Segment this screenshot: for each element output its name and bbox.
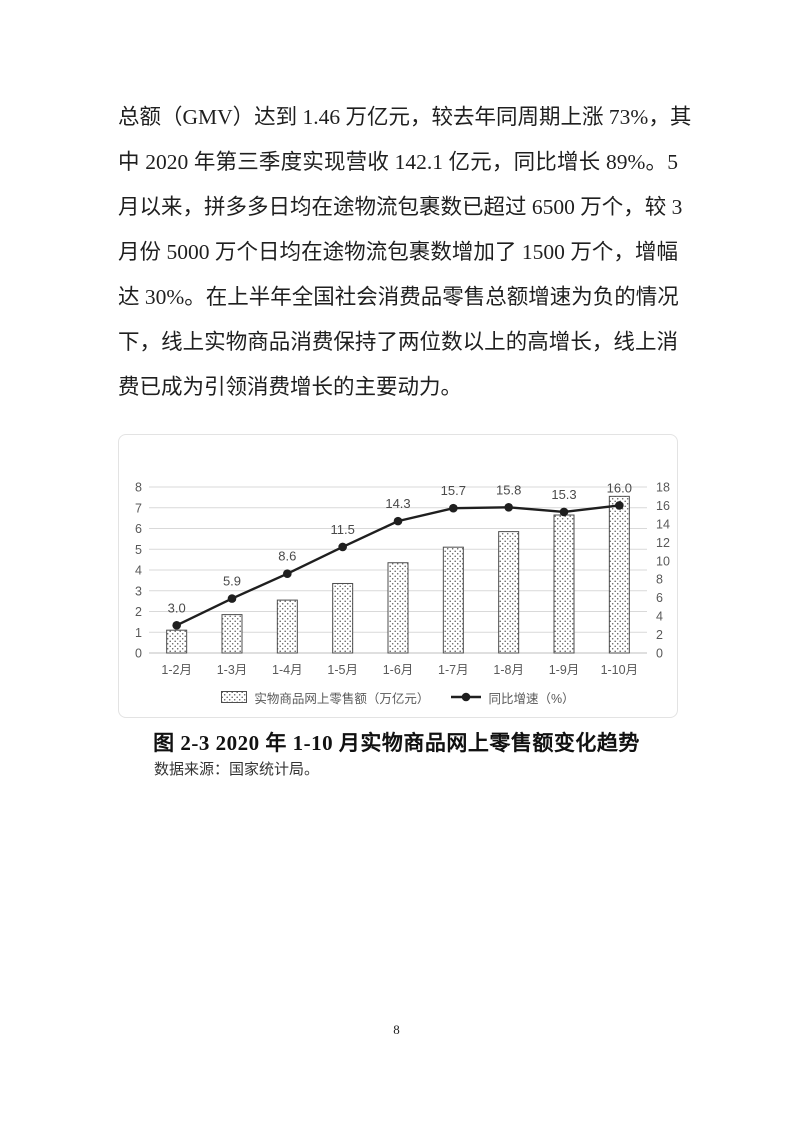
svg-text:1-7月: 1-7月: [438, 663, 469, 677]
svg-text:14: 14: [656, 517, 670, 531]
paragraph-line: 费已成为引领消费增长的主要动力。: [118, 375, 463, 399]
svg-text:1-3月: 1-3月: [217, 663, 248, 677]
svg-text:5: 5: [135, 543, 142, 557]
svg-text:3: 3: [135, 584, 142, 598]
legend-item-bars: 实物商品网上零售额（万亿元）: [221, 688, 429, 707]
svg-text:8: 8: [656, 573, 663, 587]
svg-text:15.8: 15.8: [496, 482, 521, 497]
paragraph-line: 达 30%。在上半年全国社会消费品零售总额增速为负的情况: [118, 285, 679, 309]
legend-label-line: 同比增速（%）: [488, 691, 575, 706]
legend-label-bars: 实物商品网上零售额（万亿元）: [254, 691, 430, 706]
data-source-note: 数据来源：国家统计局。: [154, 762, 320, 778]
chart-legend: 实物商品网上零售额（万亿元） 同比增速（%）: [119, 679, 677, 715]
svg-text:0: 0: [656, 647, 663, 661]
svg-text:1-5月: 1-5月: [327, 663, 358, 677]
line-series-marker-icon: [451, 692, 482, 702]
paragraph-line: 月份 5000 万个日均在途物流包裹数增加了 1500 万个，增幅: [118, 240, 678, 264]
svg-text:1-2月: 1-2月: [161, 663, 192, 677]
svg-text:1-4月: 1-4月: [272, 663, 303, 677]
svg-text:2: 2: [135, 605, 142, 619]
svg-text:4: 4: [656, 610, 663, 624]
svg-text:8: 8: [135, 481, 142, 495]
svg-text:1-10月: 1-10月: [601, 663, 639, 677]
paragraph-line: 总额（GMV）达到 1.46 万亿元，较去年同周期上涨 73%，其: [118, 105, 692, 129]
svg-text:11.5: 11.5: [330, 522, 354, 537]
svg-text:15.3: 15.3: [551, 487, 576, 502]
svg-text:14.3: 14.3: [385, 496, 410, 511]
paragraph-line: 月以来，拼多多日均在途物流包裹数已超过 6500 万个，较 3: [118, 195, 683, 219]
svg-text:1-9月: 1-9月: [549, 663, 580, 677]
svg-text:5.9: 5.9: [223, 574, 241, 589]
svg-text:1-6月: 1-6月: [383, 663, 414, 677]
svg-text:0: 0: [135, 647, 142, 661]
paragraph-line: 中 2020 年第三季度实现营收 142.1 亿元，同比增长 89%。5: [118, 150, 678, 174]
legend-item-line: 同比增速（%）: [451, 688, 575, 707]
svg-text:4: 4: [135, 564, 142, 578]
svg-text:16: 16: [656, 499, 670, 513]
svg-text:16.0: 16.0: [607, 480, 632, 495]
svg-text:1: 1: [135, 626, 142, 640]
svg-text:1-8月: 1-8月: [493, 663, 524, 677]
paragraph-line: 下，线上实物商品消费保持了两位数以上的高增长，线上消: [118, 330, 678, 354]
page-number: 8: [393, 1022, 400, 1037]
svg-text:6: 6: [135, 522, 142, 536]
svg-text:2: 2: [656, 628, 663, 642]
svg-text:8.6: 8.6: [278, 549, 296, 564]
svg-text:18: 18: [656, 481, 670, 495]
svg-text:12: 12: [656, 536, 670, 550]
svg-text:7: 7: [135, 501, 142, 515]
chart-figure: 0 1 2 3 4 5 6 7 8 0 2 4 6 8 10 12 14 16 18 1-2月 1-3月 1-4月 1-5月…: [118, 434, 678, 718]
svg-text:3.0: 3.0: [168, 600, 186, 615]
svg-text:10: 10: [656, 554, 670, 568]
bar-series-swatch-icon: [221, 691, 248, 703]
svg-text:6: 6: [656, 591, 663, 605]
figure-caption: 图 2-3 2020 年 1-10 月实物商品网上零售额变化趋势: [153, 731, 640, 755]
svg-text:15.7: 15.7: [441, 483, 466, 498]
body-paragraph: 总额（GMV）达到 1.46 万亿元，较去年同周期上涨 73%，其 中 2020…: [118, 95, 692, 410]
